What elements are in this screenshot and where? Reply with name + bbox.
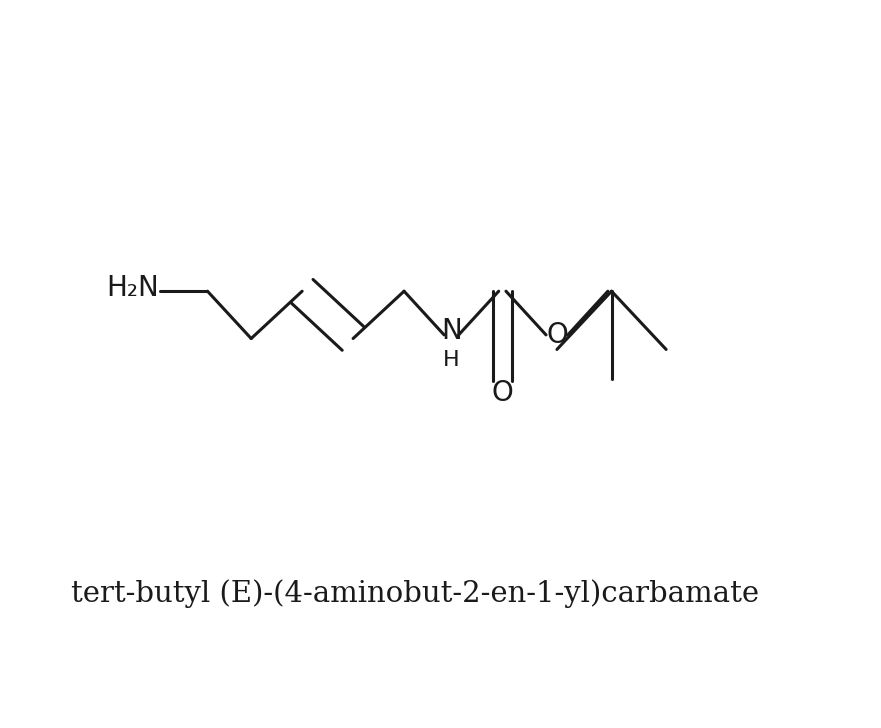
Text: N: N bbox=[441, 317, 462, 345]
Text: O: O bbox=[492, 379, 514, 407]
Text: H₂N: H₂N bbox=[106, 274, 159, 301]
Text: H: H bbox=[443, 350, 460, 371]
Text: tert-butyl (E)-(4-aminobut-2-en-1-yl)carbamate: tert-butyl (E)-(4-aminobut-2-en-1-yl)car… bbox=[70, 579, 759, 608]
Text: O: O bbox=[546, 321, 568, 349]
